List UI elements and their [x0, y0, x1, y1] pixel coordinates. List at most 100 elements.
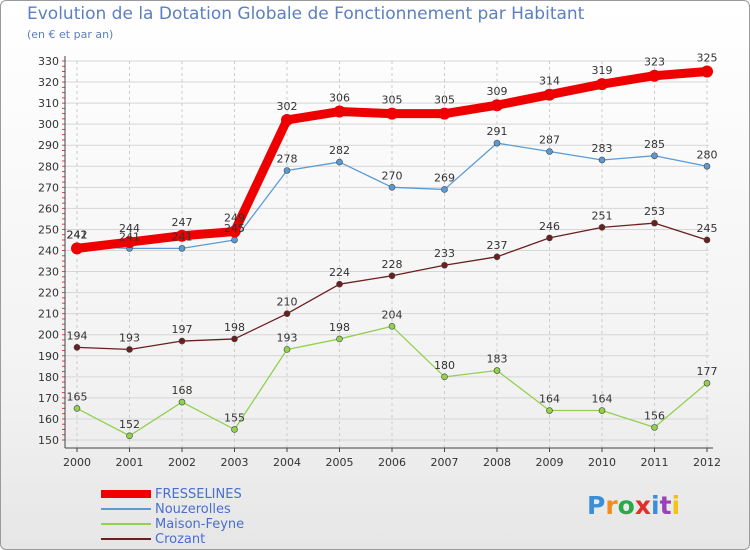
- series-0-label-2012: 325: [697, 52, 718, 65]
- series-3-point-2010: [598, 224, 606, 231]
- legend-swatch-1: [101, 508, 151, 510]
- legend-label-3: Crozant: [155, 532, 206, 547]
- series-2-point-2010: [598, 407, 606, 414]
- series-2-label-2009: 164: [539, 393, 560, 406]
- y-tick-label-210: 210: [38, 308, 59, 321]
- y-tick-label-290: 290: [38, 139, 59, 152]
- series-1-point-2002: [178, 245, 186, 252]
- x-tick-label-2009: 2009: [536, 456, 564, 469]
- series-0-label-2004: 302: [277, 100, 298, 113]
- series-1-label-2009: 287: [539, 134, 560, 147]
- series-3-label-2003: 198: [224, 321, 245, 334]
- series-0-point-2008: [491, 99, 503, 112]
- series-3-point-2001: [126, 346, 133, 353]
- series-1-point-2010: [598, 156, 606, 164]
- y-tick-label-320: 320: [38, 76, 59, 89]
- series-3-label-2002: 197: [172, 323, 193, 336]
- legend-swatch-0: [101, 490, 151, 498]
- series-3-point-2002: [178, 337, 186, 345]
- series-1-point-2007: [441, 186, 448, 193]
- series-0-point-2012: [701, 65, 713, 78]
- series-0-label-2007: 305: [434, 94, 455, 107]
- series-2-label-2001: 152: [119, 418, 140, 431]
- series-2-label-2002: 168: [172, 384, 193, 397]
- series-1-label-2011: 285: [644, 138, 665, 151]
- y-tick-label-170: 170: [38, 392, 59, 405]
- series-3-point-2009: [546, 234, 553, 242]
- y-tick-label-310: 310: [38, 97, 59, 110]
- legend-item-3: Crozant: [101, 532, 361, 547]
- series-3-point-2012: [703, 236, 711, 244]
- series-1-label-2002: 241: [172, 230, 193, 243]
- legend-label-2: Maison-Feyne: [155, 517, 245, 532]
- series-2-label-2006: 204: [382, 308, 403, 321]
- series-1-label-2007: 269: [434, 171, 455, 184]
- series-3-label-2011: 253: [644, 205, 665, 218]
- series-1-label-2006: 270: [382, 169, 403, 182]
- series-0-label-2002: 247: [172, 216, 193, 229]
- series-3-point-2005: [336, 280, 343, 288]
- logo-letter: x: [634, 491, 651, 520]
- series-0-point-2006: [386, 107, 398, 120]
- series-2-point-2006: [388, 322, 396, 330]
- legend-item-1: Nouzerolles: [101, 502, 361, 517]
- legend: FRESSELINES Nouzerolles Maison-Feyne Cro…: [101, 487, 361, 547]
- series-1-label-2008: 291: [487, 125, 508, 138]
- series-3-point-2011: [651, 219, 658, 227]
- series-0-point-2007: [438, 107, 451, 120]
- x-tick-label-2006: 2006: [378, 456, 406, 469]
- series-1-point-2011: [651, 152, 658, 160]
- y-tick-label-220: 220: [38, 287, 59, 300]
- legend-label-1: Nouzerolles: [155, 502, 231, 517]
- series-3-label-2009: 246: [539, 220, 560, 233]
- series-1-point-2004: [283, 167, 291, 174]
- x-tick-label-2011: 2011: [641, 456, 669, 469]
- series-1-point-2003: [231, 236, 238, 244]
- axes: 150 160 170 180 190 200 210 220 230 240 250 260 270 2…: [38, 55, 721, 469]
- series-2-label-2012: 177: [697, 365, 718, 378]
- series-0-point-2002: [176, 229, 188, 242]
- series-2-label-2008: 183: [487, 353, 508, 366]
- series-0-point-2010: [596, 78, 608, 91]
- series-0-label-2011: 323: [644, 56, 665, 69]
- y-tick-label-270: 270: [38, 181, 59, 194]
- series-2-point-2009: [546, 407, 553, 414]
- proxiti-logo: Proxiti: [587, 491, 680, 520]
- series-3-label-2010: 251: [592, 209, 613, 222]
- series-2-point-2005: [336, 335, 343, 343]
- legend-item-2: Maison-Feyne: [101, 517, 361, 532]
- x-tick-label-2001: 2001: [116, 456, 144, 469]
- series-2-point-2012: [703, 379, 711, 387]
- legend-label-0: FRESSELINES: [155, 487, 242, 502]
- series-0-point-2003: [228, 225, 241, 238]
- series-2-label-2007: 180: [434, 359, 455, 372]
- series-3-point-2000: [73, 344, 81, 351]
- x-tick-label-2000: 2000: [63, 456, 91, 469]
- series-2-point-2003: [231, 426, 238, 433]
- series-0-point-2005: [333, 105, 346, 118]
- y-tick-label-250: 250: [38, 223, 59, 236]
- series-2-point-2004: [283, 346, 291, 353]
- series-1-point-2008: [493, 139, 501, 147]
- x-tick-label-2008: 2008: [483, 456, 511, 469]
- y-tick-label-160: 160: [38, 413, 59, 426]
- series-0-point-2001: [123, 236, 136, 249]
- series-1-label-2004: 278: [277, 152, 298, 165]
- series-1-label-2003: 245: [224, 222, 245, 235]
- series-1-point-2005: [336, 158, 343, 166]
- logo-letter: r: [605, 491, 618, 520]
- series-0-label-2000: 241: [67, 228, 88, 241]
- series-2-point-2007: [441, 373, 448, 381]
- x-tick-label-2002: 2002: [168, 456, 196, 469]
- series-3-label-2005: 224: [329, 266, 350, 279]
- series-1-label-2000: 242: [67, 228, 88, 241]
- series-3-label-2004: 210: [277, 296, 298, 309]
- series-0-label-2009: 314: [539, 75, 560, 88]
- series-0-label-2005: 306: [329, 92, 350, 105]
- series-3-label-2006: 228: [382, 258, 403, 271]
- series-0-label-2001: 244: [119, 222, 140, 235]
- series-2-point-2001: [126, 432, 133, 440]
- y-tick-label-200: 200: [38, 329, 59, 342]
- y-tick-label-240: 240: [38, 245, 59, 258]
- y-tick-label-190: 190: [38, 350, 59, 363]
